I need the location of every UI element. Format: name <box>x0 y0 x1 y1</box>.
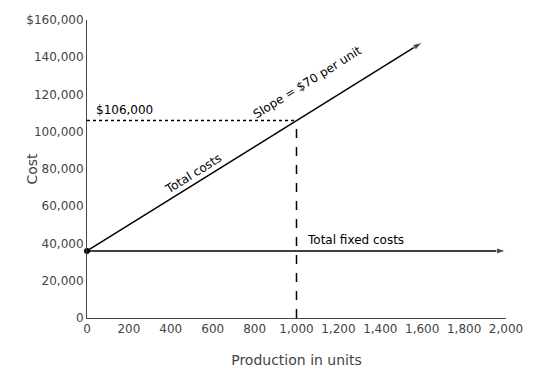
svg-text:120,000: 120,000 <box>34 88 84 102</box>
svg-text:200: 200 <box>117 322 140 336</box>
svg-text:0: 0 <box>83 322 91 336</box>
svg-text:Total fixed costs: Total fixed costs <box>307 233 404 247</box>
svg-text:40,000: 40,000 <box>42 237 84 251</box>
svg-text:Total costs: Total costs <box>162 151 224 197</box>
svg-text:600: 600 <box>201 322 224 336</box>
svg-text:1,200: 1,200 <box>321 322 355 336</box>
svg-text:800: 800 <box>243 322 266 336</box>
svg-text:$106,000: $106,000 <box>96 103 153 117</box>
svg-text:140,000: 140,000 <box>34 50 84 64</box>
svg-text:1,000: 1,000 <box>279 322 313 336</box>
svg-text:1,800: 1,800 <box>447 322 481 336</box>
svg-text:0: 0 <box>76 311 84 325</box>
svg-text:Production in units: Production in units <box>231 352 362 368</box>
svg-text:1,400: 1,400 <box>363 322 397 336</box>
svg-text:Slope = $70 per unit: Slope = $70 per unit <box>251 43 365 121</box>
svg-text:100,000: 100,000 <box>34 125 84 139</box>
svg-text:2,000: 2,000 <box>489 322 523 336</box>
svg-text:Cost: Cost <box>24 153 40 185</box>
svg-text:60,000: 60,000 <box>42 199 84 213</box>
svg-text:1,600: 1,600 <box>405 322 439 336</box>
svg-text:$160,000: $160,000 <box>26 13 83 27</box>
svg-text:400: 400 <box>159 322 182 336</box>
svg-text:20,000: 20,000 <box>42 274 84 288</box>
svg-text:80,000: 80,000 <box>42 162 84 176</box>
